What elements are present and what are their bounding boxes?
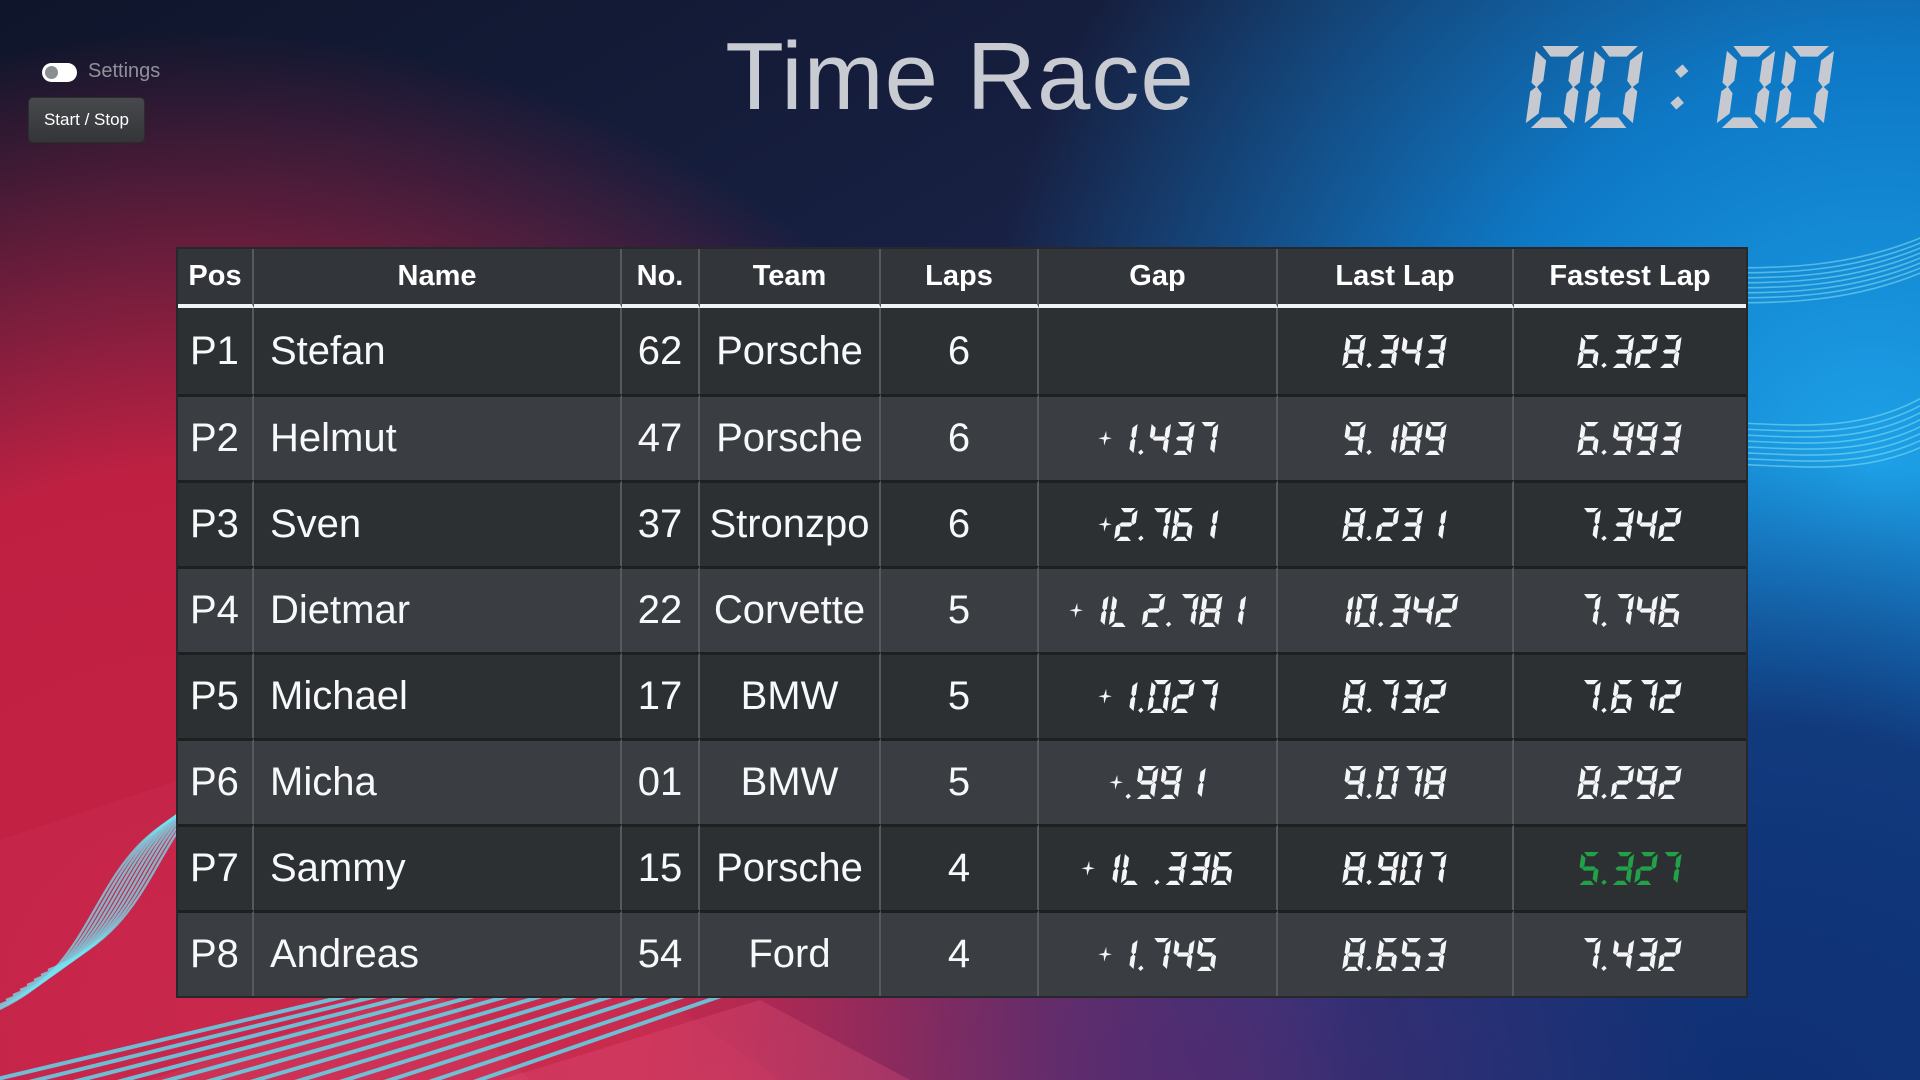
cell-car-number: 62 — [622, 308, 700, 394]
settings-label: Settings — [88, 60, 161, 82]
column-header-team: Team — [700, 249, 881, 308]
cell-team: Corvette — [700, 566, 881, 652]
cell-driver-name: Andreas — [254, 910, 622, 996]
cell-laps: 6 — [881, 308, 1039, 394]
cell-laps: 6 — [881, 480, 1039, 566]
cell-fastest-lap — [1514, 394, 1746, 480]
cell-car-number: 17 — [622, 652, 700, 738]
cell-laps: 4 — [881, 910, 1039, 996]
column-header-laps: Laps — [881, 249, 1039, 308]
cell-fastest-lap — [1514, 566, 1746, 652]
cell-position: P2 — [178, 394, 254, 480]
cell-gap — [1039, 738, 1278, 824]
leaderboard-table: Pos Name No. Team Laps Gap Last Lap Fastest Lap… — [176, 247, 1748, 998]
cell-gap — [1039, 910, 1278, 996]
cell-driver-name: Dietmar — [254, 566, 622, 652]
cell-car-number: 54 — [622, 910, 700, 996]
cell-position: P5 — [178, 652, 254, 738]
column-header-last-lap: Last Lap — [1278, 249, 1514, 308]
cell-last-lap — [1278, 738, 1514, 824]
settings-toggle[interactable] — [42, 63, 77, 82]
cell-team: Porsche — [700, 308, 881, 394]
cell-last-lap — [1278, 480, 1514, 566]
cell-gap — [1039, 566, 1278, 652]
page-title: Time Race — [725, 23, 1195, 130]
settings-toggle-knob — [45, 66, 58, 79]
cell-gap — [1039, 480, 1278, 566]
column-header-gap: Gap — [1039, 249, 1278, 308]
cell-team: Porsche — [700, 394, 881, 480]
cell-gap — [1039, 824, 1278, 910]
cell-driver-name: Stefan — [254, 308, 622, 394]
cell-last-lap — [1278, 910, 1514, 996]
cell-driver-name: Sven — [254, 480, 622, 566]
cell-last-lap — [1278, 652, 1514, 738]
cell-driver-name: Helmut — [254, 394, 622, 480]
cell-gap — [1039, 394, 1278, 480]
cell-car-number: 15 — [622, 824, 700, 910]
cell-position: P3 — [178, 480, 254, 566]
cell-gap — [1039, 652, 1278, 738]
cell-team: BMW — [700, 652, 881, 738]
cell-last-lap — [1278, 394, 1514, 480]
cell-position: P7 — [178, 824, 254, 910]
column-header-name: Name — [254, 249, 622, 308]
cell-team: Stronzpo — [700, 480, 881, 566]
cell-driver-name: Sammy — [254, 824, 622, 910]
cell-car-number: 22 — [622, 566, 700, 652]
cell-fastest-lap — [1514, 652, 1746, 738]
cell-team: Porsche — [700, 824, 881, 910]
cell-car-number: 37 — [622, 480, 700, 566]
cell-position: P8 — [178, 910, 254, 996]
column-header-pos: Pos — [178, 249, 254, 308]
cell-laps: 5 — [881, 566, 1039, 652]
cell-team: BMW — [700, 738, 881, 824]
race-clock — [1525, 46, 1838, 133]
cell-fastest-lap — [1514, 738, 1746, 824]
cell-car-number: 47 — [622, 394, 700, 480]
cell-last-lap — [1278, 824, 1514, 910]
cell-position: P6 — [178, 738, 254, 824]
cell-fastest-lap — [1514, 910, 1746, 996]
cell-driver-name: Micha — [254, 738, 622, 824]
cell-last-lap — [1278, 566, 1514, 652]
cell-fastest-lap — [1514, 308, 1746, 394]
cell-laps: 5 — [881, 738, 1039, 824]
cell-gap — [1039, 308, 1278, 394]
cell-team: Ford — [700, 910, 881, 996]
column-header-fastest-lap: Fastest Lap — [1514, 249, 1746, 308]
cell-position: P4 — [178, 566, 254, 652]
cell-laps: 4 — [881, 824, 1039, 910]
start-stop-button[interactable]: Start / Stop — [28, 97, 145, 143]
cell-laps: 5 — [881, 652, 1039, 738]
cell-fastest-lap — [1514, 480, 1746, 566]
cell-last-lap — [1278, 308, 1514, 394]
cell-position: P1 — [178, 308, 254, 394]
cell-laps: 6 — [881, 394, 1039, 480]
cell-fastest-lap — [1514, 824, 1746, 910]
cell-driver-name: Michael — [254, 652, 622, 738]
cell-car-number: 01 — [622, 738, 700, 824]
column-header-no: No. — [622, 249, 700, 308]
